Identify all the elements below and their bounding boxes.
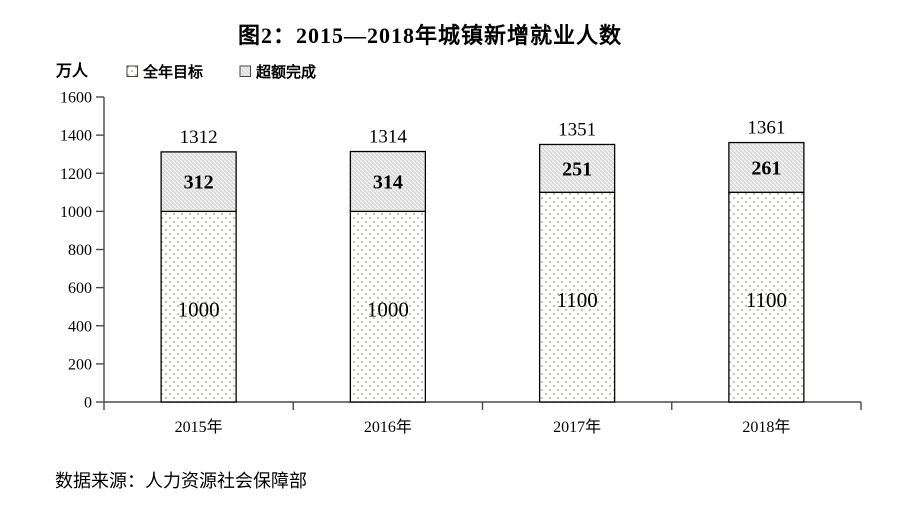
x-category-label: 2015年 xyxy=(175,418,223,436)
y-axis-tick-label: 1400 xyxy=(60,128,92,145)
dotted-pattern-swatch-icon xyxy=(126,65,138,77)
target-value-label: 1000 xyxy=(367,298,409,322)
legend-label-annual-target: 全年目标 xyxy=(143,64,204,81)
chart-title: 图2：2015—2018年城镇新增就业人数 xyxy=(237,23,622,48)
y-axis-unit-label: 万人 xyxy=(56,63,89,80)
y-axis-tick-label: 600 xyxy=(68,280,92,297)
y-axis-tick-label: 1600 xyxy=(60,90,92,107)
y-axis-tick-label: 400 xyxy=(68,318,92,335)
legend: 全年目标 超额完成 xyxy=(126,61,316,82)
y-axis-tick-label: 1000 xyxy=(60,204,92,221)
total-value-label: 1361 xyxy=(747,118,785,139)
x-category-label: 2017年 xyxy=(553,418,601,436)
bar-segment-overfulfilled xyxy=(349,150,427,213)
x-category-label: 2016年 xyxy=(364,418,412,436)
legend-item-overfulfilled: 超额完成 xyxy=(239,61,316,82)
total-value-label: 1351 xyxy=(558,119,596,140)
bar-segment-overfulfilled xyxy=(160,151,237,213)
data-source-caption: 数据来源：人力资源社会保障部 xyxy=(55,471,307,491)
hatched-pattern-swatch-icon xyxy=(239,65,252,77)
bar-segment-annual-target xyxy=(160,210,237,403)
target-value-label: 1100 xyxy=(557,288,598,312)
x-category-label: 2018年 xyxy=(742,418,790,436)
total-value-label: 1312 xyxy=(180,127,218,148)
overfulfilled-value-label: 314 xyxy=(373,171,403,193)
legend-item-annual-target: 全年目标 xyxy=(126,61,203,82)
bar-segment-overfulfilled xyxy=(538,143,616,193)
bar-segment-annual-target xyxy=(349,210,427,403)
y-axis-tick-label: 1200 xyxy=(60,166,92,183)
bar-segment-annual-target xyxy=(538,191,616,403)
total-value-label: 1314 xyxy=(369,127,408,148)
y-axis-tick-label: 200 xyxy=(68,356,92,373)
target-value-label: 1000 xyxy=(178,298,220,322)
y-axis-tick-label: 0 xyxy=(84,395,92,412)
bar-segment-overfulfilled xyxy=(728,141,805,193)
overfulfilled-value-label: 312 xyxy=(184,172,214,194)
overfulfilled-value-label: 251 xyxy=(562,158,592,180)
legend-label-overfulfilled: 超额完成 xyxy=(256,64,317,81)
target-value-label: 1100 xyxy=(746,288,787,312)
bar-segment-annual-target xyxy=(728,191,805,403)
y-axis-tick-label: 800 xyxy=(68,242,92,259)
overfulfilled-value-label: 261 xyxy=(751,157,781,179)
